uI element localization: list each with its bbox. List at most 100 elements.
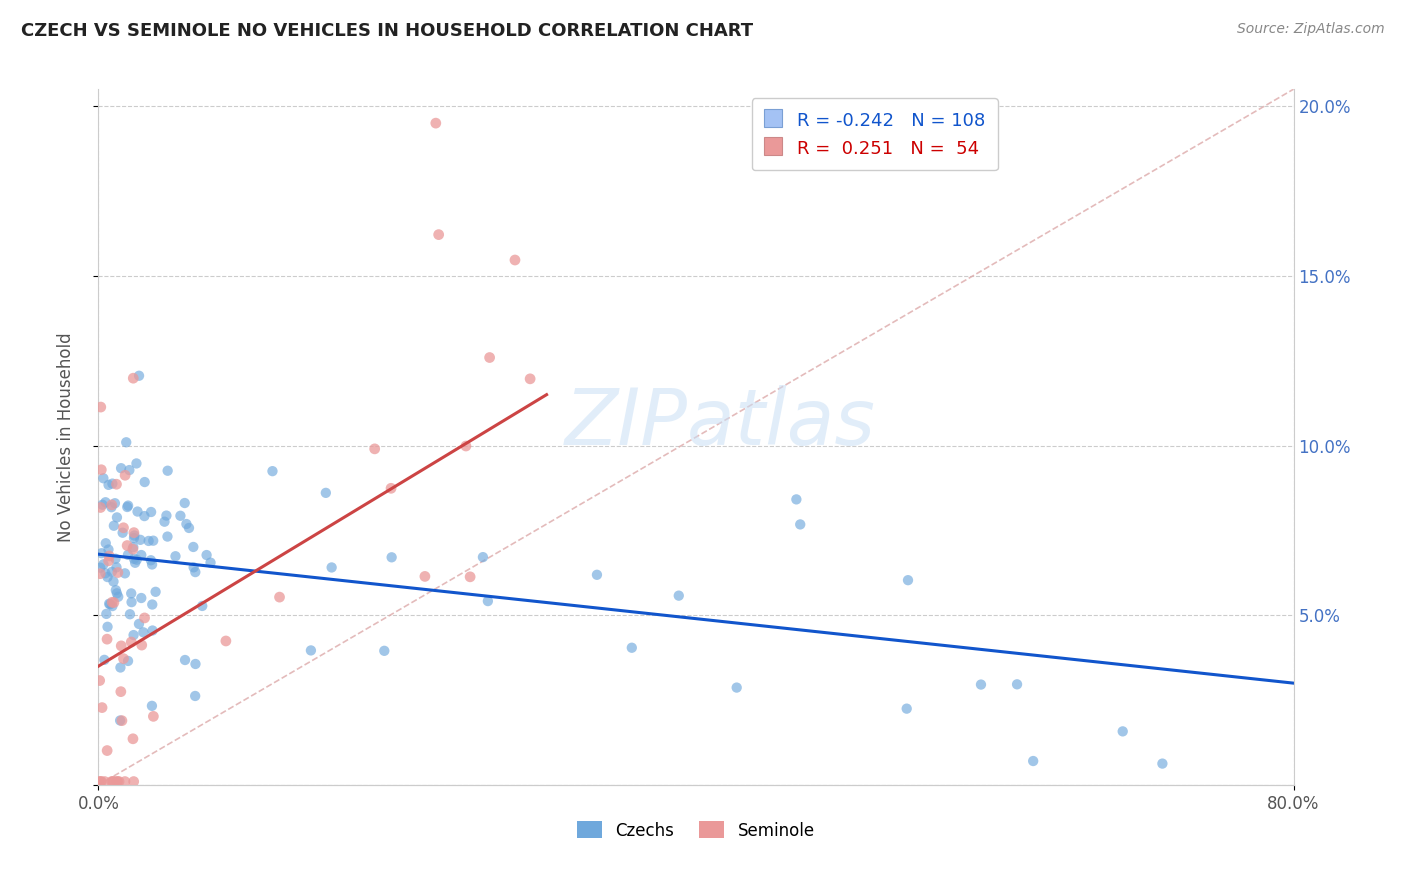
- Point: [184, 689, 207, 703]
- Point: [104, 496, 127, 510]
- Point: [103, 518, 125, 533]
- Text: Source: ZipAtlas.com: Source: ZipAtlas.com: [1237, 22, 1385, 37]
- Point: [519, 372, 541, 386]
- Point: [269, 590, 291, 604]
- Point: [122, 371, 145, 385]
- Point: [173, 496, 195, 510]
- Point: [111, 714, 134, 728]
- Point: [97, 554, 120, 568]
- Point: [127, 504, 149, 518]
- Point: [117, 654, 139, 668]
- Point: [96, 632, 118, 647]
- Point: [115, 435, 138, 450]
- Point: [103, 574, 125, 589]
- Point: [110, 639, 132, 653]
- Point: [131, 638, 153, 652]
- Point: [89, 566, 111, 581]
- Point: [789, 517, 811, 532]
- Point: [121, 595, 143, 609]
- Point: [90, 400, 112, 414]
- Point: [125, 457, 148, 471]
- Point: [477, 594, 499, 608]
- Point: [115, 539, 138, 553]
- Point: [454, 439, 477, 453]
- Point: [381, 550, 404, 565]
- Point: [299, 643, 322, 657]
- Point: [129, 533, 152, 547]
- Point: [94, 536, 117, 550]
- Point: [114, 468, 136, 483]
- Point: [165, 549, 187, 564]
- Point: [128, 368, 150, 383]
- Point: [785, 492, 807, 507]
- Point: [112, 521, 135, 535]
- Point: [94, 495, 117, 509]
- Point: [90, 463, 112, 477]
- Point: [184, 657, 207, 671]
- Point: [184, 565, 207, 579]
- Point: [112, 651, 135, 665]
- Point: [1152, 756, 1174, 771]
- Point: [141, 624, 163, 638]
- Point: [413, 569, 436, 583]
- Point: [100, 498, 122, 512]
- Point: [620, 640, 643, 655]
- Point: [93, 653, 115, 667]
- Point: [129, 591, 152, 605]
- Point: [128, 616, 150, 631]
- Point: [98, 549, 121, 563]
- Point: [118, 463, 141, 477]
- Point: [107, 774, 129, 789]
- Point: [89, 774, 111, 789]
- Point: [93, 774, 115, 789]
- Point: [970, 677, 993, 691]
- Point: [101, 565, 124, 579]
- Point: [425, 116, 447, 130]
- Point: [100, 774, 122, 789]
- Point: [89, 560, 111, 574]
- Point: [195, 548, 218, 562]
- Point: [132, 625, 155, 640]
- Point: [107, 566, 129, 580]
- Point: [97, 478, 120, 492]
- Point: [169, 508, 191, 523]
- Point: [105, 560, 128, 574]
- Point: [315, 486, 337, 500]
- Point: [124, 528, 146, 542]
- Point: [380, 481, 402, 495]
- Point: [363, 442, 385, 456]
- Point: [134, 611, 156, 625]
- Point: [122, 540, 145, 554]
- Point: [101, 595, 124, 609]
- Point: [141, 698, 163, 713]
- Point: [897, 573, 920, 587]
- Point: [458, 570, 481, 584]
- Point: [141, 598, 163, 612]
- Point: [94, 566, 117, 581]
- Point: [114, 774, 136, 789]
- Point: [124, 556, 146, 570]
- Point: [145, 584, 167, 599]
- Point: [111, 525, 134, 540]
- Point: [141, 558, 163, 572]
- Point: [96, 620, 118, 634]
- Point: [103, 774, 125, 789]
- Point: [100, 500, 122, 515]
- Point: [129, 548, 152, 562]
- Point: [96, 743, 118, 757]
- Point: [122, 552, 145, 566]
- Point: [90, 774, 112, 789]
- Point: [153, 515, 176, 529]
- Point: [471, 550, 494, 565]
- Point: [98, 597, 121, 611]
- Point: [321, 560, 343, 574]
- Point: [138, 533, 160, 548]
- Point: [89, 673, 111, 688]
- Point: [90, 774, 112, 789]
- Point: [98, 597, 121, 611]
- Point: [110, 660, 132, 674]
- Point: [503, 252, 526, 267]
- Point: [125, 553, 148, 567]
- Point: [142, 533, 165, 548]
- Point: [725, 681, 748, 695]
